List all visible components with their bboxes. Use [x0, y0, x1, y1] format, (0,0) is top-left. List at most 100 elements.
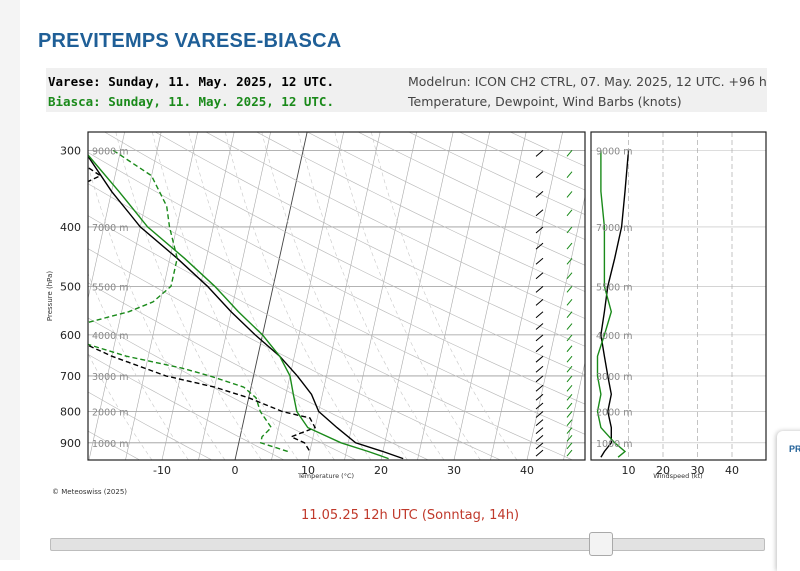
biasca-wind-barb — [566, 402, 573, 410]
isotherm — [125, 132, 198, 460]
varese-wind-barb — [535, 226, 544, 234]
isotherm — [563, 360, 585, 460]
biasca-wind-barb — [566, 442, 573, 450]
biasca-wind-barb — [566, 323, 573, 330]
biasca-wind-barb — [566, 257, 573, 265]
varese-wind-barb — [535, 442, 544, 450]
temperature-tick-label: -10 — [153, 464, 171, 477]
windspeed-frame — [590, 131, 767, 461]
dry-adiabat — [104, 132, 585, 376]
moist-adiabat — [298, 132, 445, 460]
dry-adiabat — [357, 132, 585, 240]
dry-adiabat — [88, 354, 285, 460]
windspeed-lines — [596, 150, 630, 458]
pressure-tick-label: 400 — [60, 221, 81, 234]
wind-barbs — [535, 149, 573, 457]
varese-wind-barb — [535, 298, 544, 306]
varese-wind-barb — [535, 334, 544, 342]
windspeed-tick-label: 10 — [622, 464, 636, 477]
temperature-tick-label: 0 — [232, 464, 239, 477]
biasca-wind-barb — [566, 286, 573, 293]
dry-adiabat — [88, 317, 357, 460]
biasca-wind-barb — [566, 365, 573, 373]
varese-wind-barb — [535, 375, 544, 383]
biasca-wind-barb — [566, 419, 573, 426]
varese-wind-barb — [535, 149, 544, 157]
moist-adiabat — [88, 272, 189, 460]
biasca-wind-barb — [566, 171, 573, 178]
pressure-tick-label: 900 — [60, 437, 81, 450]
altitude-label: 5500 m — [92, 282, 128, 293]
isotherm — [453, 132, 527, 460]
varese-wind-barb — [535, 257, 544, 265]
moist-adiabat — [88, 164, 226, 460]
wind-altitude-label: 2000 m — [596, 407, 632, 418]
varese-wind-barb — [535, 272, 544, 280]
varese-wind-barb — [535, 242, 544, 250]
varese-wind-barb — [535, 355, 544, 363]
varese-wind-barb — [535, 427, 544, 434]
dry-adiabat — [88, 391, 213, 460]
left-rail — [0, 0, 20, 560]
x-axis-label: Temperature (°C) — [297, 472, 354, 480]
biasca-dewpoint-line — [88, 149, 289, 453]
varese-wind-barb — [535, 384, 544, 392]
dry-adiabat — [205, 132, 585, 319]
biasca-temperature-line — [88, 153, 389, 460]
biasca-wind-barb — [566, 191, 573, 198]
wind-altitude-label: 5500 m — [596, 282, 632, 293]
biasca-wind-barb — [566, 150, 573, 157]
isotherm — [88, 132, 162, 460]
skewt-frame — [87, 131, 586, 461]
isotherm — [417, 132, 490, 460]
biasca-wind-barb — [566, 345, 573, 353]
sounding-chart: Pressure (hPa) Temperature (°C) Windspee… — [46, 112, 768, 504]
isotherm — [271, 132, 344, 460]
varese-wind-barb — [535, 171, 544, 179]
biasca-wind-barb — [566, 435, 573, 442]
time-slider-thumb[interactable] — [589, 532, 613, 556]
chart-header — [46, 68, 767, 112]
altitude-label: 2000 m — [92, 407, 128, 418]
side-preview-card[interactable] — [777, 431, 800, 571]
biasca-wind-barb — [566, 226, 573, 234]
pressure-tick-label: 300 — [60, 144, 81, 157]
isotherm — [344, 132, 417, 460]
wind-altitude-label: 9000 m — [596, 146, 632, 157]
biasca-wind-barb — [566, 411, 573, 418]
wind-altitude-label: 1000 m — [596, 439, 632, 450]
pressure-tick-label: 500 — [60, 280, 81, 293]
moist-adiabat — [225, 132, 372, 460]
wind-altitude-label: 7000 m — [596, 223, 632, 234]
biasca-wind-barb — [566, 311, 573, 319]
temperature-tick-label: 30 — [447, 464, 461, 477]
time-slider[interactable] — [50, 538, 765, 551]
biasca-run-line: Biasca: Sunday, 11. May. 2025, 12 UTC. — [48, 94, 334, 109]
dry-adiabat — [88, 152, 585, 405]
windspeed-tick-label: 30 — [691, 464, 705, 477]
biasca-windspeed-line — [596, 150, 627, 458]
profile-lines — [88, 149, 404, 460]
wind-axis-label: Windspeed (kt) — [653, 472, 702, 480]
varese-wind-barb — [535, 393, 544, 401]
pressure-tick-label: 800 — [60, 405, 81, 418]
varese-wind-barb — [535, 311, 544, 319]
varese-wind-barb — [535, 434, 544, 442]
varese-windspeed-line — [600, 150, 630, 458]
varese-wind-barb — [535, 323, 544, 330]
dry-adiabat — [88, 183, 585, 435]
varese-wind-barb — [535, 411, 544, 418]
isotherm — [198, 132, 271, 460]
varese-wind-barb — [535, 209, 544, 217]
modelrun-line: Modelrun: ICON CH2 CTRL, 07. May. 2025, … — [408, 74, 767, 89]
biasca-wind-barb — [566, 355, 573, 363]
varese-wind-barb — [535, 285, 544, 293]
windspeed-grid — [591, 132, 766, 460]
isotherm — [161, 132, 235, 460]
altitude-label: 3000 m — [92, 372, 128, 383]
y-axis-label: Pressure (hPa) — [46, 271, 54, 321]
dry-adiabat — [256, 132, 585, 292]
isotherm — [490, 132, 563, 460]
moist-adiabat — [152, 132, 299, 460]
